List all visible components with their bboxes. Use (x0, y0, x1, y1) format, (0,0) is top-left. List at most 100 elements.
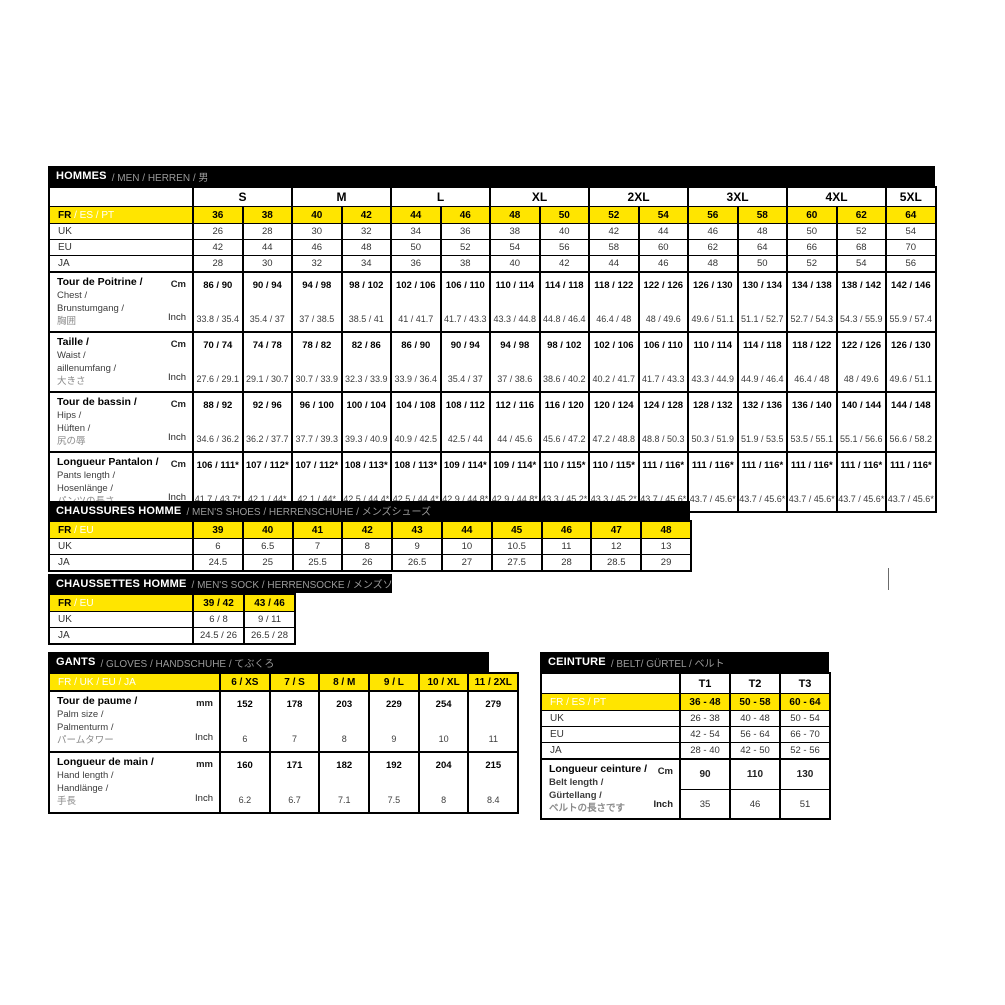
measurement-label-main: Tour de bassin / (57, 396, 137, 408)
measurement-value-cell: 94 / 98 37 / 38.5 (291, 271, 343, 333)
top-value: 152 (236, 699, 253, 710)
top-value: 118 / 122 (594, 280, 634, 291)
bottom-value: 52.7 / 54.3 (790, 314, 834, 324)
size-value-cell: 64 (885, 206, 937, 224)
top-value: 136 / 140 (791, 400, 832, 411)
bottom-value: 7 (292, 734, 298, 744)
conversion-value-cell: 50 (736, 255, 789, 273)
measurement-value-cell: 120 / 124 47.2 / 48.8 (588, 391, 640, 453)
unit-bottom-label: Inch (168, 492, 186, 503)
bottom-value: 42.9 / 44.8* (491, 494, 538, 504)
bottom-value: 54.3 / 55.9 (840, 314, 883, 324)
measurement-value-cell: 112 / 116 44 / 45.6 (489, 391, 541, 453)
measurement-value-inner: 142 / 146 55.9 / 57.4 (888, 274, 934, 331)
measurement-value-cell: 102 / 106 40.2 / 41.7 (588, 331, 640, 393)
bottom-value: 34.6 / 36.2 (196, 434, 240, 444)
top-value: 122 / 126 (841, 340, 882, 351)
top-value: 126 / 130 (692, 280, 733, 291)
measurement-value-inner: 140 / 144 55.1 / 56.6 (839, 394, 885, 451)
table-row: T1 T2 T3 (540, 672, 831, 694)
bottom-value: 8 (441, 795, 447, 805)
bottom-value: 41.7 / 43.3 (642, 374, 685, 384)
measurement-top-cell: 130 (779, 758, 831, 791)
conversion-value-cell: 26 (341, 554, 394, 572)
size-value-cell: 60 - 64 (779, 693, 831, 711)
conversion-value-cell: 46 (291, 239, 343, 256)
measurement-label-ja: 手長 (57, 796, 77, 807)
size-system-label: FR / EU (48, 520, 194, 539)
measurement-label-line: Chest / (57, 290, 88, 301)
top-value: 96 / 100 (299, 400, 334, 411)
table-row: JA 24.5 / 26 26.5 / 28 (48, 627, 296, 645)
measurement-value-inner: 130 / 134 51.1 / 52.7 (740, 274, 786, 331)
measurement-value-inner: 132 / 136 51.9 / 53.5 (740, 394, 786, 451)
measurement-label-cell: Taille / Waist / aillenumfang / 大きさ Cm Inch (48, 331, 194, 393)
region-label: JA (48, 255, 194, 273)
conversion-value-cell: 40 - 48 (729, 710, 781, 727)
bottom-value: 38.6 / 40.2 (542, 374, 586, 384)
top-value: 118 / 122 (792, 340, 832, 351)
measurement-value-cell: 111 / 116* 43.7 / 45.6* (885, 451, 937, 513)
bottom-value: 43.7 / 45.6* (887, 494, 934, 504)
measurement-label-line: Brunstumgang / (57, 303, 125, 314)
top-value: 112 / 116 (495, 400, 535, 411)
size-group-header: S (191, 186, 294, 207)
conversion-value-cell: 28 (241, 223, 294, 240)
conversion-value-cell: 30 (291, 223, 343, 240)
measurement-value-cell: 114 / 118 44.8 / 46.4 (538, 271, 591, 333)
socks-section-header: CHAUSSETTES HOMME / MEN'S SOCK / HERRENS… (48, 574, 392, 593)
measurement-value-cell: 279 11 (467, 690, 520, 753)
measurement-label-main: Longueur Pantalon / (57, 456, 159, 468)
measurement-value-inner: 82 / 86 32.3 / 33.9 (343, 334, 389, 391)
region-label: UK (48, 611, 194, 628)
top-value: 82 / 86 (351, 340, 381, 351)
conversion-value-cell: 68 (835, 239, 888, 256)
measurement-label-line: Hips / (57, 410, 82, 421)
measurement-value-inner: 96 / 100 37.7 / 39.3 (294, 394, 340, 451)
measurement-value-cell: 74 / 78 29.1 / 30.7 (241, 331, 294, 393)
measurement-value-cell: 142 / 146 55.9 / 57.4 (885, 271, 937, 333)
measurement-value-cell: 104 / 108 40.9 / 42.5 (390, 391, 442, 453)
top-value: 171 (286, 760, 303, 771)
bottom-value: 43.3 / 44.9 (691, 374, 735, 384)
measurement-value-inner: 111 / 116* 43.7 / 45.6* (839, 454, 885, 511)
region-label: UK (540, 710, 681, 727)
bottom-value: 43.7 / 45.6* (640, 494, 687, 504)
measurement-value-cell: 111 / 116* 43.7 / 45.6* (835, 451, 888, 513)
conversion-value-cell: 27.5 (490, 554, 543, 572)
conversion-value-cell: 42 (538, 255, 591, 273)
table-row: JA 28 30 32 34 36 38 40 42 44 46 48 50 52 54 56 (48, 255, 937, 273)
size-system-label-bold: FR (58, 597, 72, 609)
size-value-cell: 39 / 42 (192, 593, 245, 612)
size-value-cell: 45 (490, 520, 543, 539)
bottom-value: 37.7 / 39.3 (295, 434, 339, 444)
unit-labels: Cm Inch (168, 276, 188, 328)
conversion-value-cell: 10 (440, 538, 493, 555)
unit-top-label: mm (196, 698, 213, 709)
measurement-label-line: Waist / (57, 350, 86, 361)
measurement-value-cell: 124 / 128 48.8 / 50.3 (637, 391, 690, 453)
measurement-value-cell: 138 / 142 54.3 / 55.9 (835, 271, 888, 333)
region-label: UK (48, 538, 194, 555)
top-value: 110 / 114 (495, 280, 535, 291)
top-value: 107 / 112* (245, 460, 289, 471)
conversion-value-cell: 26 (192, 223, 244, 240)
size-table: S M L XL 2XL 3XL 4XL 5XL FR / ES / PT 36 38 40 42 44 4… (48, 186, 937, 513)
measurement-label-line: aillenumfang / (57, 363, 117, 374)
shoes-section: CHAUSSURES HOMME / MEN'S SHOES / HERRENS… (48, 501, 692, 572)
measurement-label-wrap: Taille / Waist / aillenumfang / 大きさ Cm Inch (51, 334, 191, 391)
measurement-top-cell: 90 (679, 758, 731, 791)
measurement-label-main: Longueur ceinture / (549, 763, 648, 775)
table-row: FR / ES / PT 36 38 40 42 44 46 48 50 52 54 56 58 60 62… (48, 206, 937, 224)
measurement-value-cell: 118 / 122 46.4 / 48 (588, 271, 640, 333)
size-table: FR / EU 39 40 41 42 43 44 45 46 47 48 UK 6 6.5 7 8 9 10 10… (48, 520, 692, 572)
measurement-value-cell: 136 / 140 53.5 / 55.1 (786, 391, 838, 453)
size-value-cell: 36 (192, 206, 244, 224)
size-system-label: FR / ES / PT (48, 206, 194, 224)
measurement-label-main: Tour de paume / (57, 695, 138, 707)
measurement-value-inner: 106 / 110 41.7 / 43.3 (640, 334, 686, 391)
gloves-section-header: GANTS / GLOVES / HANDSCHUHE / てぶくろ (48, 652, 489, 672)
